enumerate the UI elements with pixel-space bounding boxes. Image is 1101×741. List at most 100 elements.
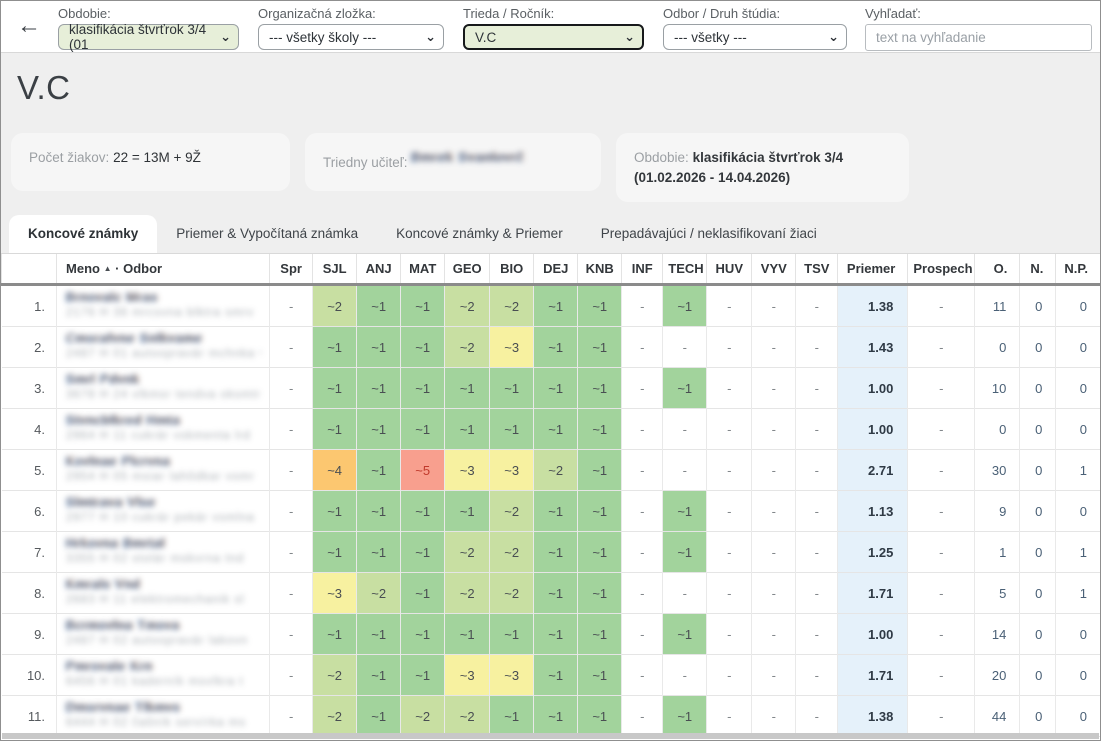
censored-student-name-link[interactable]: Smrl Pdvnk — [66, 372, 140, 387]
subject-column-header-geo[interactable]: GEO — [444, 253, 490, 285]
odbor-druh-studia-select[interactable]: --- všetky --- ⌄ — [663, 24, 847, 50]
row-number: 1. — [34, 298, 46, 314]
grade-cell-huv: - — [706, 449, 752, 491]
censored-student-name-link[interactable]: Brnsvalc Mras — [66, 290, 159, 305]
back-button[interactable]: ← — [17, 13, 41, 39]
excused-absences-cell: 10 — [974, 367, 1020, 409]
censored-student-name-link[interactable]: Pmrsvale Krn — [66, 659, 154, 674]
obdobie-select[interactable]: klasifikácia štvrťrok 3/4 (01 ⌄ — [58, 22, 239, 52]
student-name-cell: Stvncblkred Hmta 2964 H 11 cukrár vskment… — [56, 408, 270, 450]
unexcused-absences-cell: 0 — [1019, 408, 1056, 450]
average-cell: 1.71 — [837, 654, 908, 696]
summary-column-header-o[interactable]: O. — [974, 253, 1020, 285]
grade-cell-knb: ~1 — [577, 490, 622, 532]
tab-koncove-znamky[interactable]: Koncové známky — [9, 215, 158, 254]
grade-cell-tech: - — [662, 326, 707, 368]
grade-cell-geo: ~2 — [444, 695, 490, 737]
censored-student-name-link[interactable]: Kmrals Vnd — [66, 577, 141, 592]
summary-column-header-np[interactable]: N.P. — [1055, 253, 1100, 285]
grade-cell-mat: ~1 — [400, 490, 445, 532]
grade-cell-tsv: - — [795, 613, 838, 655]
np-cell: 1 — [1055, 572, 1100, 614]
student-name-cell: Pmrsvale Krn 6456 H 01 kaderník msvlkra t — [56, 654, 270, 696]
grade-cell-knb: ~1 — [577, 613, 622, 655]
censored-student-name-link[interactable]: Cmsrafvne Snlkvame — [66, 331, 203, 346]
grade-cell-inf: - — [621, 326, 663, 368]
np-cell: 0 — [1055, 408, 1100, 450]
subject-column-header-sjl[interactable]: SJL — [312, 253, 357, 285]
grade-cell-knb: ~1 — [577, 367, 622, 409]
grade-cell-bio: ~2 — [489, 490, 534, 532]
excused-absences-cell: 5 — [974, 572, 1020, 614]
trieda-rocnik-select[interactable]: V.C ⌄ — [463, 24, 644, 50]
grade-cell-spr: - — [269, 367, 313, 409]
info-label: Počet žiakov: — [29, 150, 110, 165]
grade-cell-vyv: - — [751, 531, 796, 573]
tab-priemer-vypocitana-znamka[interactable]: Priemer & Vypočítaná známka — [176, 226, 359, 242]
grade-cell-tsv: - — [795, 367, 838, 409]
censored-student-name-link[interactable]: Bcrmsvlna Tmsva — [66, 618, 181, 633]
censored-student-name-link[interactable]: Dmsrvnae Tlkmvs — [66, 700, 181, 715]
filter-odbor-druh-studia: Odbor / Druh štúdia: --- všetky --- ⌄ — [663, 6, 847, 50]
grade-cell-bio: ~1 — [489, 408, 534, 450]
tab-prepadavajuci-neklasifikovani[interactable]: Prepadávajúci / neklasifikovaní žiaci — [600, 226, 817, 242]
grade-cell-anj: ~1 — [356, 654, 401, 696]
summary-column-header-n[interactable]: N. — [1019, 253, 1056, 285]
tab-koncove-znamky-priemer[interactable]: Koncové známky & Priemer — [396, 226, 563, 242]
subject-column-header-tech[interactable]: TECH — [662, 253, 707, 285]
censored-student-odbor: 3678 H 24 vlkmsr tendva oksmtr — [66, 389, 261, 402]
prospech-cell: - — [907, 449, 975, 491]
grade-cell-dej: ~1 — [533, 531, 578, 573]
unexcused-absences-cell: 0 — [1019, 572, 1056, 614]
subject-column-header-tsv[interactable]: TSV — [795, 253, 838, 285]
grade-cell-spr: - — [269, 613, 313, 655]
student-row: 9. Bcrmsvlna Tmsva 2487 H 02 autoopravár l… — [1, 613, 1100, 655]
unexcused-absences-cell: 0 — [1019, 695, 1056, 737]
grade-cell-spr: - — [269, 572, 313, 614]
censored-student-odbor: 2176 H 36 mrcsvna blktra smrv — [66, 307, 255, 320]
grade-cell-knb: ~1 — [577, 654, 622, 696]
excused-absences-cell: 9 — [974, 490, 1020, 532]
censored-student-name-link[interactable]: Stvncblkred Hmta — [66, 413, 181, 428]
subject-column-header-huv[interactable]: HUV — [706, 253, 752, 285]
filter-label: Vyhľadať: — [865, 6, 921, 21]
summary-column-header-priemer[interactable]: Priemer — [837, 253, 908, 285]
subject-column-header-mat[interactable]: MAT — [400, 253, 445, 285]
subject-column-header-dej[interactable]: DEJ — [533, 253, 578, 285]
censored-student-name-link[interactable]: Slmtrava Vlse — [66, 495, 157, 510]
organizacna-zlozka-select[interactable]: --- všetky školy --- ⌄ — [258, 24, 444, 50]
grade-cell-knb: ~1 — [577, 326, 622, 368]
filter-label: Trieda / Ročník: — [463, 6, 555, 21]
censored-student-name-link[interactable]: Ksvlnae Plcrvna — [66, 454, 171, 469]
subject-column-header-bio[interactable]: BIO — [489, 253, 534, 285]
name-column-header[interactable]: Meno ▲ · Odbor — [56, 253, 270, 285]
grade-cell-tsv: - — [795, 654, 838, 696]
summary-column-header-prospech[interactable]: Prospech — [907, 253, 975, 285]
prospech-cell: - — [907, 613, 975, 655]
prospech-cell: - — [907, 367, 975, 409]
grade-cell-huv: - — [706, 284, 752, 327]
search-input[interactable] — [865, 24, 1092, 51]
average-cell: 2.71 — [837, 449, 908, 491]
grade-cell-tsv: - — [795, 284, 838, 327]
filter-obdobie: Obdobie: klasifikácia štvrťrok 3/4 (01 ⌄ — [58, 6, 239, 52]
prospech-cell: - — [907, 654, 975, 696]
censored-student-name-link[interactable]: Hrksvna Bmrtal — [66, 536, 166, 551]
subject-column-header-inf[interactable]: INF — [621, 253, 663, 285]
grade-cell-huv: - — [706, 654, 752, 696]
chevron-down-icon: ⌄ — [425, 29, 436, 44]
grade-cell-geo: ~1 — [444, 408, 490, 450]
average-cell: 1.38 — [837, 695, 908, 737]
grade-cell-spr: - — [269, 284, 313, 327]
subject-column-header-vyv[interactable]: VYV — [751, 253, 796, 285]
subject-column-header-anj[interactable]: ANJ — [356, 253, 401, 285]
excused-absences-cell: 14 — [974, 613, 1020, 655]
average-cell: 1.00 — [837, 367, 908, 409]
subject-column-header-spr[interactable]: Spr — [269, 253, 313, 285]
grade-cell-bio: ~1 — [489, 613, 534, 655]
horizontal-scrollbar[interactable] — [2, 733, 1099, 739]
grade-cell-inf: - — [621, 367, 663, 409]
grade-cell-geo: ~3 — [444, 449, 490, 491]
subject-column-header-knb[interactable]: KNB — [577, 253, 622, 285]
info-value: klasifikácia štvrťrok 3/4 (01.02.2026 - … — [634, 150, 844, 185]
